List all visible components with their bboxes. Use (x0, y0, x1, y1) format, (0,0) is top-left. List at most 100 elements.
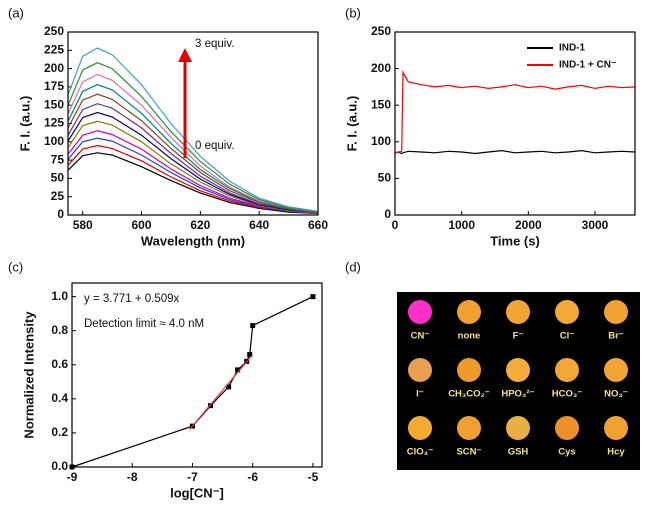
series-line (67, 137, 319, 215)
annotation: 0 equiv. (195, 140, 234, 152)
series-line (67, 130, 319, 215)
data-point (250, 323, 256, 329)
legend-label: IND-1 (559, 43, 586, 54)
y-tick-label: 75 (51, 152, 65, 166)
panel-label: (d) (345, 259, 361, 274)
y-tick-label: 200 (44, 61, 64, 75)
sample-label: CH₃CO₂⁻ (448, 389, 490, 400)
y-tick-label: 200 (371, 61, 391, 75)
sample-spot (408, 416, 432, 440)
y-tick-label: 225 (44, 42, 64, 56)
y-axis-label: F. I. (a.u.) (17, 96, 32, 152)
legend-label: IND-1 + CN⁻ (559, 60, 616, 71)
y-tick-label: 0 (57, 207, 64, 221)
sample-label: I⁻ (416, 389, 424, 400)
data-point (226, 384, 232, 390)
sample-spot (604, 416, 628, 440)
sample-spot (604, 358, 628, 382)
annotation: y = 3.771 + 0.509x (84, 293, 180, 305)
x-tick-label: 2000 (515, 218, 542, 232)
x-axis-label: Wavelength (nm) (141, 233, 245, 248)
x-tick-label: 660 (308, 218, 328, 232)
x-tick-label: 620 (190, 218, 210, 232)
sample-label: GSH (508, 447, 529, 458)
y-tick-label: 0 (384, 207, 391, 221)
series-line (67, 93, 319, 214)
series-line (67, 144, 319, 215)
x-tick-label: 0 (392, 218, 399, 232)
sample-label: none (458, 331, 481, 342)
y-tick-label: 250 (44, 24, 64, 38)
sample-label: HCO₃⁻ (552, 389, 583, 400)
y-axis-label: Normalized Intensity (21, 311, 36, 439)
y-tick-label: 150 (44, 97, 64, 111)
sample-spot (408, 358, 432, 382)
y-tick-label: 0.2 (51, 425, 68, 439)
series-line (189, 354, 254, 430)
y-tick-label: 125 (44, 116, 64, 130)
arrow-head (178, 48, 192, 62)
sample-spot (555, 358, 579, 382)
sample-spot (408, 300, 432, 324)
y-tick-label: 0.6 (51, 357, 68, 371)
plot-frame (394, 31, 636, 216)
x-tick-label: -6 (247, 470, 258, 484)
x-tick-label: -8 (127, 470, 138, 484)
sample-spot (555, 300, 579, 324)
x-tick-label: 640 (249, 218, 269, 232)
x-tick-label: 600 (132, 218, 152, 232)
sample-label: ClO₄⁻ (407, 447, 433, 458)
data-point (235, 367, 241, 373)
series-line (67, 152, 319, 215)
panel-label: (b) (345, 5, 361, 20)
series-line (67, 47, 319, 212)
sample-spot (457, 300, 481, 324)
sample-label: Cys (558, 447, 575, 458)
plot-frame (67, 31, 319, 216)
sample-spot (604, 300, 628, 324)
x-tick-label: -7 (187, 470, 198, 484)
series-line (67, 111, 319, 214)
sample-spot (506, 358, 530, 382)
sample-spot (555, 416, 579, 440)
sample-spot (457, 358, 481, 382)
y-axis-label: F. I. (a.u.) (344, 96, 359, 152)
sample-label: F⁻ (513, 331, 524, 342)
annotation: Detection limit ≈ 4.0 nM (84, 318, 204, 330)
y-tick-label: 150 (371, 97, 391, 111)
annotation: 3 equiv. (195, 38, 234, 50)
sample-spot (506, 300, 530, 324)
x-tick-label: 580 (73, 218, 93, 232)
data-point (247, 352, 253, 358)
panel-label: (a) (8, 5, 24, 20)
y-tick-label: 25 (51, 189, 65, 203)
y-tick-label: 175 (44, 79, 64, 93)
y-tick-label: 0.8 (51, 323, 68, 337)
y-tick-label: 0.4 (51, 391, 68, 405)
series-line (394, 149, 636, 155)
x-axis-label: Time (s) (490, 233, 540, 248)
x-axis-label: log[CN⁻] (170, 485, 224, 500)
panel-label: (c) (8, 259, 23, 274)
y-tick-label: 0.0 (51, 459, 68, 473)
x-tick-label: -9 (67, 470, 78, 484)
sample-label: Br⁻ (608, 331, 624, 342)
data-point (310, 294, 316, 300)
sample-label: NO₃⁻ (604, 389, 628, 400)
y-tick-label: 250 (371, 24, 391, 38)
series-line (67, 62, 319, 213)
plot-frame (71, 282, 323, 468)
y-tick-label: 50 (51, 171, 65, 185)
sample-label: CN⁻ (411, 331, 430, 342)
x-tick-label: -5 (308, 470, 319, 484)
sample-spot (457, 416, 481, 440)
sample-label: HPO₄²⁻ (501, 389, 534, 400)
series-line (67, 84, 319, 213)
y-tick-label: 100 (371, 134, 391, 148)
sample-spot (506, 416, 530, 440)
y-tick-label: 50 (378, 171, 392, 185)
data-point (208, 403, 214, 409)
sample-label: Cl⁻ (560, 331, 575, 342)
